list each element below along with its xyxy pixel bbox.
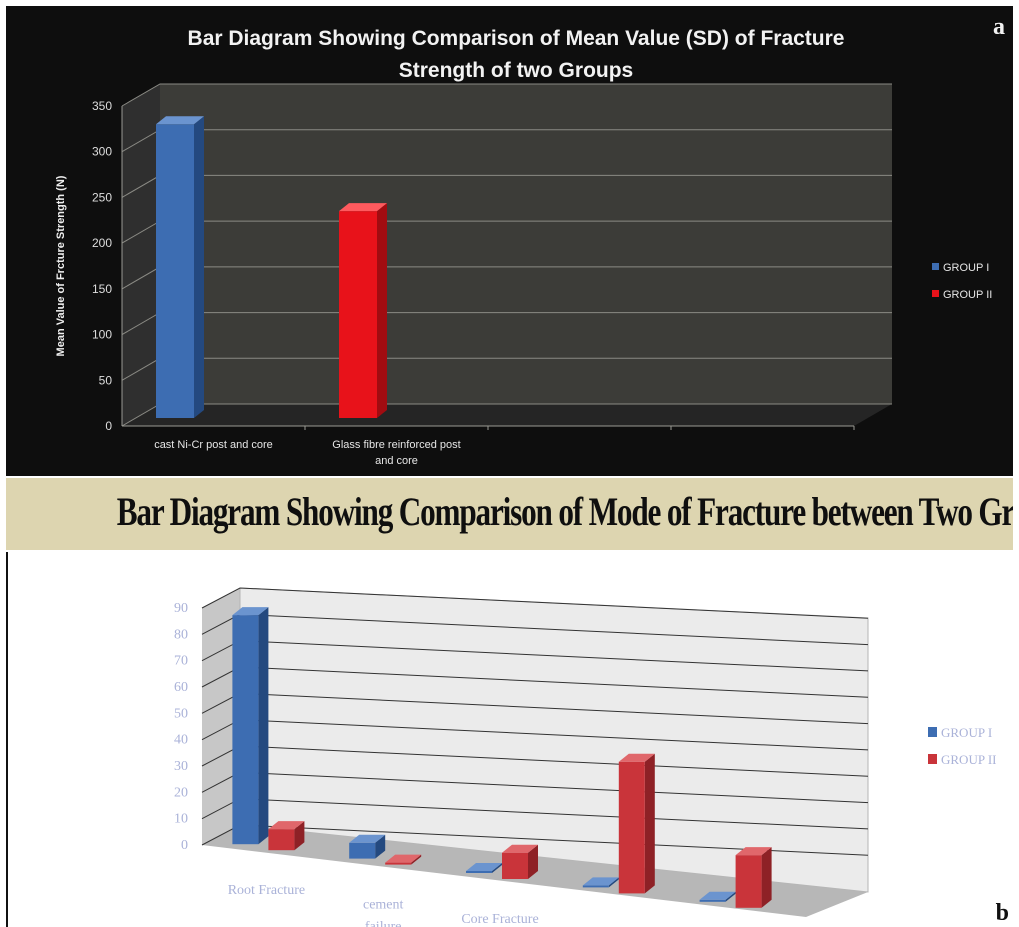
chart-a-bar-group-i-top — [156, 116, 204, 125]
chart-b-banner: Bar Diagram Showing Comparison of Mode o… — [6, 478, 1013, 550]
chart-b-x-tick: Core Fracture — [461, 912, 538, 927]
chart-a-y-tick: 0 — [105, 419, 112, 433]
chart-b-legend-swatch — [928, 754, 937, 764]
chart-b-bar-group-ii — [618, 761, 645, 894]
chart-a-y-tick: 100 — [92, 328, 112, 342]
chart-b-bar-group-i-top — [349, 834, 386, 843]
chart-a-y-tick: 50 — [99, 373, 113, 387]
chart-b-bar-group-i-top — [582, 877, 619, 886]
chart-b-bar-group-ii-side — [761, 847, 772, 908]
chart-b-bar-group-ii-top — [735, 847, 772, 856]
chart-b-y-tick: 50 — [174, 706, 188, 721]
chart-a-y-tick: 200 — [92, 236, 112, 250]
chart-b-bar-group-i-side — [725, 891, 736, 902]
chart-a-x-tick: and core — [375, 455, 418, 467]
chart-b-bar-group-i-side — [375, 834, 386, 859]
chart-a-floor — [122, 404, 892, 426]
chart-a-gridline — [121, 83, 892, 107]
chart-b-y-tick: 20 — [174, 785, 188, 800]
chart-b-bar-group-i — [349, 842, 376, 859]
chart-a-y-tick: 300 — [92, 145, 112, 159]
chart-b-title: Bar Diagram Showing Comparison of Mode o… — [116, 489, 1013, 534]
chart-a-title-line-1: Bar Diagram Showing Comparison of Mean V… — [187, 27, 845, 50]
chart-b-y-tick: 90 — [174, 601, 188, 616]
chart-a-bar-group-ii — [339, 211, 377, 418]
chart-b-x-tick: cement — [363, 898, 404, 913]
chart-a-x-tick: Glass fibre reinforced post — [332, 439, 460, 451]
chart-a-title-line-2: Strength of two Groups — [398, 59, 634, 82]
chart-b-legend-label: GROUP II — [941, 752, 997, 767]
chart-b-y-tick: 0 — [181, 838, 188, 853]
chart-a-bar-group-ii-side — [377, 203, 387, 418]
chart-b-bar-group-i — [232, 615, 259, 845]
chart-b-bar-group-i — [582, 885, 609, 888]
chart-a-bar-group-i-side — [194, 116, 204, 419]
chart-b-bar-group-ii — [385, 862, 412, 865]
chart-a-y-tick: 350 — [92, 99, 112, 113]
chart-a-legend-swatch — [932, 290, 939, 297]
chart-b-bar-group-ii-side — [411, 854, 422, 865]
chart-b-bar-group-ii-side — [644, 753, 655, 894]
chart-b-bar-group-i-top — [232, 607, 269, 616]
chart-b-bar-group-ii — [735, 855, 762, 908]
chart-a-legend-label: GROUP I — [943, 262, 989, 274]
chart-b-y-tick: 60 — [174, 680, 188, 695]
chart-b-bar-group-ii — [268, 829, 295, 851]
chart-a-panel: Bar Diagram Showing Comparison of Mean V… — [6, 6, 1013, 476]
chart-b-bar-group-ii-top — [502, 844, 538, 853]
chart-b-bar-group-i-top — [699, 891, 736, 900]
chart-b-y-tick: 80 — [174, 627, 188, 642]
chart-a-back-wall — [160, 84, 892, 404]
chart-a-legend-swatch — [932, 263, 939, 270]
chart-b-bar-group-ii-side — [528, 844, 538, 879]
chart-b-legend-swatch — [928, 727, 937, 737]
chart-a-legend-label: GROUP II — [943, 289, 992, 301]
chart-b-bar-group-ii-side — [294, 821, 305, 851]
chart-a-y-tick: 250 — [92, 190, 112, 204]
chart-b-bar-group-i-side — [258, 607, 269, 845]
chart-b-legend-label: GROUP I — [941, 725, 992, 740]
chart-b-bar-group-i-side — [492, 863, 502, 873]
chart-b-bar-group-i — [699, 899, 726, 902]
chart-b-bar-group-i — [466, 871, 492, 873]
panel-label-b: b — [995, 900, 1009, 926]
chart-b-y-tick: 10 — [174, 812, 188, 827]
chart-b-bar-group-ii-top — [618, 753, 655, 762]
chart-a-x-tick: cast Ni-Cr post and core — [154, 439, 273, 451]
panel-label-a: a — [993, 14, 1005, 40]
chart-b-plot: 0 10 20 30 40 50 60 70 80 90 Root Fracture cement fa… — [174, 587, 997, 927]
chart-a-bar-group-ii-top — [339, 203, 387, 212]
chart-a-plot: 0 50 100 150 200 250 300 350 Mean Value of Frctu… — [55, 83, 992, 467]
chart-b-y-tick: 30 — [174, 759, 188, 774]
chart-b-bar-group-i-top — [466, 863, 502, 871]
chart-b-x-tick: Root Fracture — [228, 883, 305, 898]
chart-b-panel: 0 10 20 30 40 50 60 70 80 90 Root Fracture cement fa… — [6, 552, 1015, 927]
chart-a-y-tick: 150 — [92, 282, 112, 296]
chart-b-y-tick: 70 — [174, 654, 188, 669]
chart-a-side-wall — [122, 84, 160, 426]
chart-b-bar-group-ii-top — [385, 854, 422, 863]
chart-b-bar-group-ii — [502, 852, 528, 879]
chart-b-side-wall — [202, 588, 240, 845]
chart-b-bar-group-i-side — [608, 877, 619, 888]
chart-b-gridline — [201, 587, 869, 619]
chart-b-x-tick: failure — [365, 920, 402, 927]
chart-a-bar-group-i — [156, 124, 194, 419]
chart-b-y-tick: 40 — [174, 733, 188, 748]
chart-a-y-label: Mean Value of Frcture Strength (N) — [55, 175, 67, 356]
chart-b-bar-group-ii-top — [268, 821, 305, 830]
